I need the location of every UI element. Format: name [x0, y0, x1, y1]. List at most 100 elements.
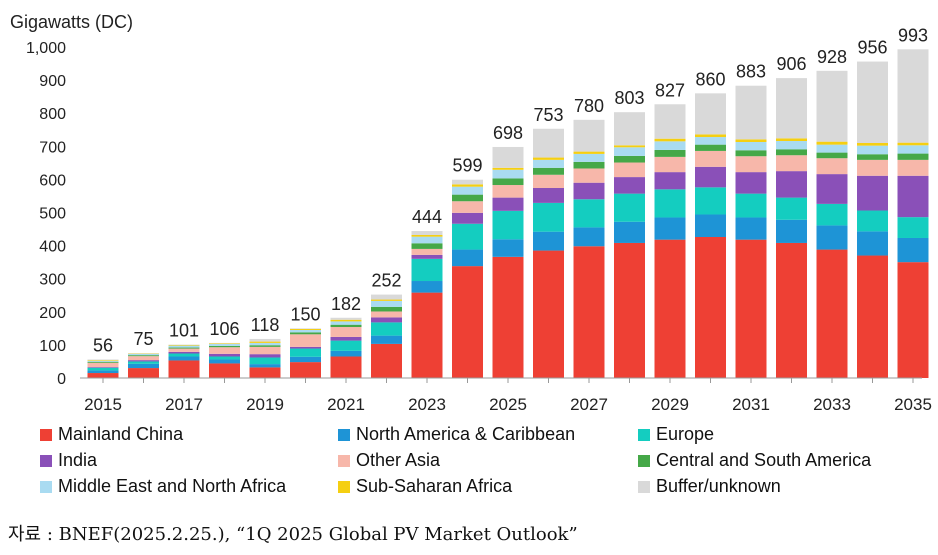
bar-segment [87, 370, 119, 374]
bar-segment [209, 345, 240, 348]
bar-segment [168, 348, 200, 352]
bar-segment [533, 174, 564, 189]
bar-segment [816, 141, 848, 145]
legend-item: North America & Caribbean [338, 424, 575, 445]
bar-segment [330, 350, 362, 357]
total-label: 860 [695, 69, 725, 89]
total-label: 56 [93, 335, 113, 355]
bar-segment [290, 334, 321, 347]
bar-segment [87, 359, 119, 361]
bar-segment [776, 197, 807, 220]
bar-segment [330, 319, 362, 322]
bar-segment [492, 197, 524, 211]
y-tick-label: 300 [39, 272, 66, 289]
bar-segment [573, 153, 605, 162]
bar-segment [411, 258, 443, 282]
bar-segment [897, 153, 929, 160]
bar-segment [371, 335, 402, 344]
bar-segment [695, 134, 726, 138]
bar-segment [533, 202, 564, 232]
bar-segment [897, 145, 929, 154]
bar-segment [452, 266, 483, 378]
bar-segment [452, 186, 483, 195]
y-axis-title: Gigawatts (DC) [10, 12, 134, 32]
bar-segment [249, 342, 281, 346]
bar-segment [87, 361, 119, 363]
bar-segment [209, 343, 240, 346]
bar-segment [452, 249, 483, 267]
total-label: 182 [331, 294, 361, 314]
bar-segment [371, 299, 402, 301]
bar-segment [533, 250, 564, 378]
bar-segment [816, 249, 848, 378]
bar-segment [857, 61, 888, 143]
bar-segment [695, 187, 726, 215]
bar-segment [249, 345, 281, 347]
bar-segment [492, 256, 524, 378]
bar-segment [411, 235, 443, 237]
bar-segment [492, 169, 524, 179]
bar-segment [573, 119, 605, 152]
bar-segment [897, 262, 929, 378]
bar-segment [492, 239, 524, 257]
bar-segment [695, 137, 726, 145]
total-label: 827 [655, 80, 685, 100]
bar-segment [533, 188, 564, 203]
legend-label: Mainland China [58, 424, 184, 444]
total-label: 444 [412, 207, 442, 227]
bar-segment [614, 162, 645, 178]
bar-segment [695, 93, 726, 135]
bar-segment [573, 168, 605, 183]
legend-label: North America & Caribbean [356, 424, 576, 444]
bar-segment [614, 221, 645, 243]
bar-segment [857, 142, 888, 146]
legend-item: Central and South America [638, 450, 871, 471]
bar-segment [776, 149, 807, 156]
bar-segment [168, 345, 200, 348]
bar-segment [614, 112, 645, 146]
bar-segment [411, 243, 443, 249]
total-label: 252 [371, 271, 401, 291]
bar-segment [897, 175, 929, 218]
bar-segment [857, 154, 888, 160]
bar-segment [87, 360, 119, 361]
bar-segment [654, 172, 686, 190]
bar-segment [857, 210, 888, 232]
bar-segment [290, 348, 321, 357]
bar-segment [654, 189, 686, 218]
bar-segment [735, 141, 767, 151]
bar-segment [330, 336, 362, 341]
bar-segment [371, 306, 402, 312]
legend-swatch [40, 428, 52, 441]
x-tick-label: 2027 [570, 395, 608, 414]
bar-segment [857, 231, 888, 256]
bar-segment [816, 152, 848, 159]
bar-segment [290, 346, 321, 349]
bar-segment [735, 239, 767, 378]
legend-label: Sub-Saharan Africa [356, 476, 513, 496]
bar-segment [776, 171, 807, 198]
legend-item: Buffer/unknown [638, 476, 781, 497]
bar-segment [249, 357, 281, 365]
bar-segment [897, 159, 929, 176]
bar-segment [614, 193, 645, 222]
bar-segment [128, 353, 159, 356]
bar-segment [857, 145, 888, 155]
bar-segment [816, 158, 848, 175]
bar-segment [371, 343, 402, 378]
bar-segment [857, 255, 888, 378]
bar-segment [695, 236, 726, 378]
total-label: 75 [133, 329, 153, 349]
total-label: 599 [452, 156, 482, 176]
bar-segment [776, 141, 807, 150]
y-tick-label: 0 [57, 371, 66, 388]
bar-segment [735, 217, 767, 240]
bar-segment [168, 356, 200, 361]
bar-segment [371, 300, 402, 307]
bar-segment [735, 193, 767, 218]
bar-segment [897, 237, 929, 263]
total-label: 803 [614, 88, 644, 108]
bar-segment [776, 78, 807, 139]
bar-segment [735, 172, 767, 194]
bar-segment [816, 174, 848, 204]
